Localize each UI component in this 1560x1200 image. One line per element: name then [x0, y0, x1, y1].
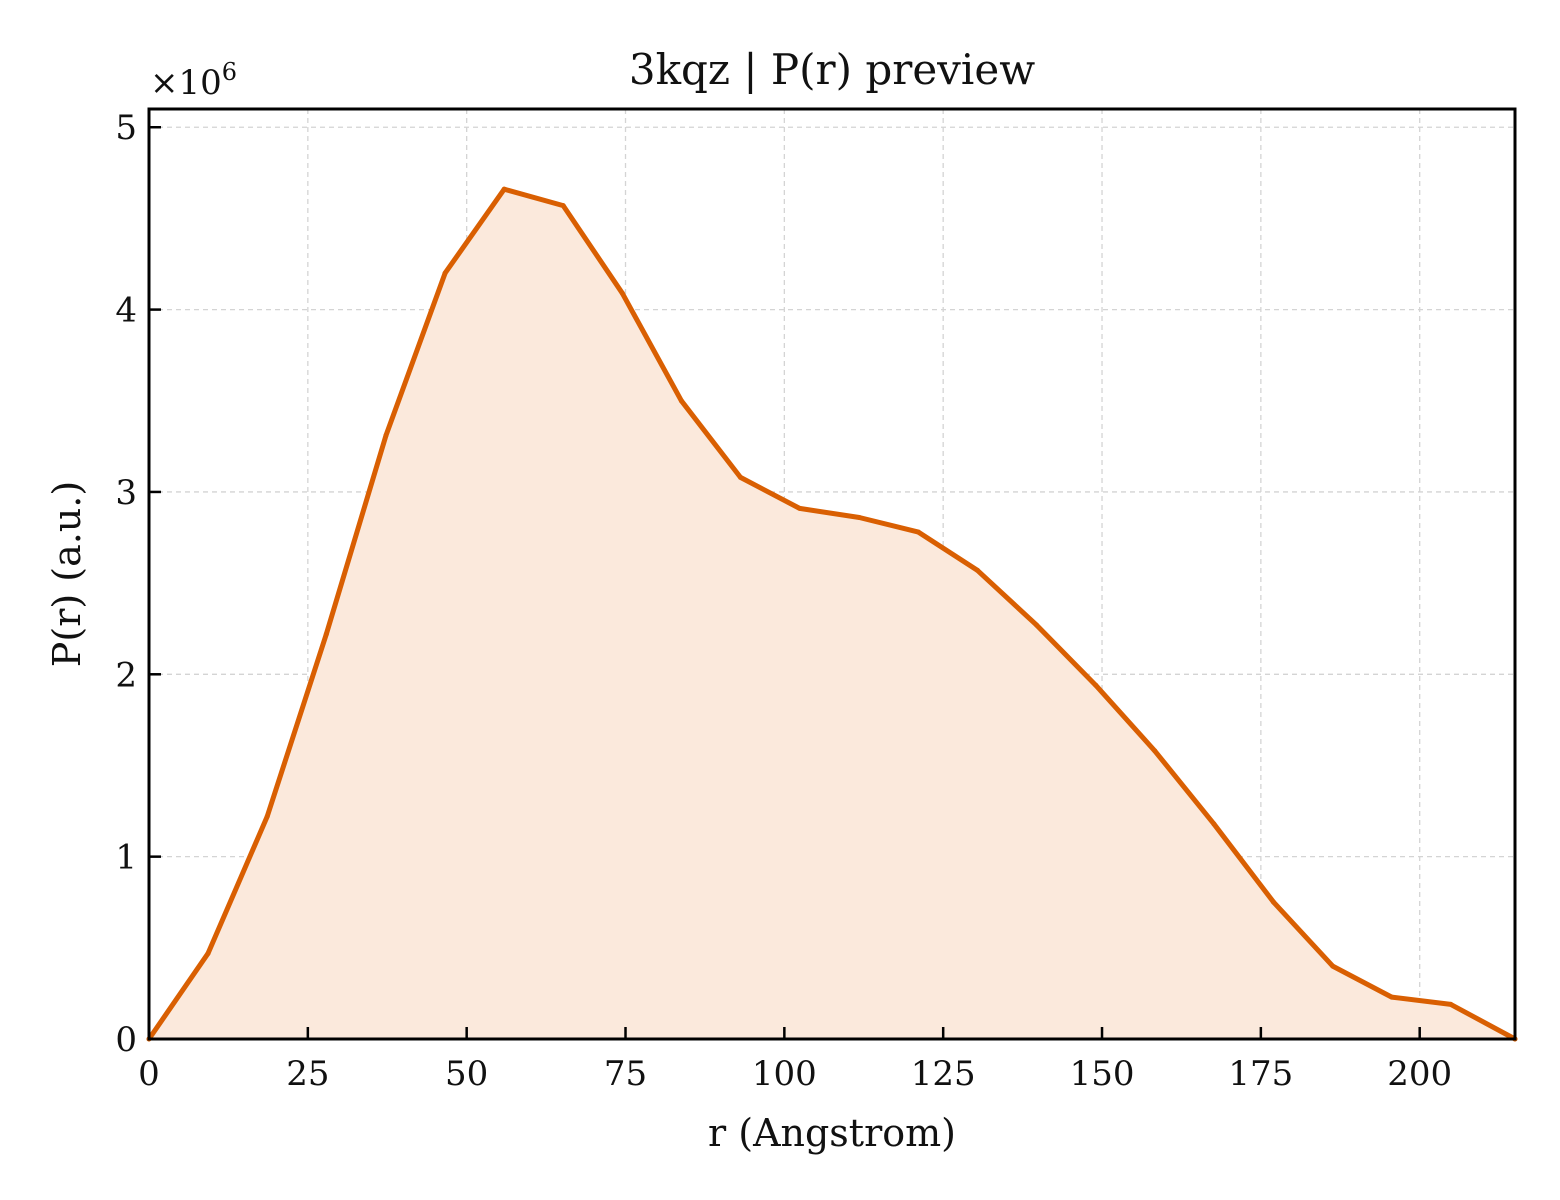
data-point-18: [1211, 821, 1217, 827]
data-point-5: [442, 270, 448, 276]
data-point-22: [1448, 1001, 1454, 1007]
chart-title: 3kqz | P(r) preview: [629, 45, 1035, 94]
y-tick-label-2: 2: [115, 655, 137, 695]
data-point-13: [915, 529, 921, 535]
y-multiplier-base: ×10: [150, 63, 222, 103]
x-tick-label-7: 175: [1228, 1054, 1293, 1094]
data-point-3: [323, 631, 329, 637]
data-point-19: [1271, 899, 1277, 905]
x-tick-label-0: 0: [138, 1054, 160, 1094]
y-tick-label-4: 4: [115, 291, 137, 331]
data-point-21: [1389, 994, 1395, 1000]
data-point-14: [975, 567, 980, 573]
data-point-4: [383, 432, 389, 438]
data-point-9: [678, 398, 684, 404]
y-axis-multiplier: ×106: [150, 58, 237, 103]
data-point-2: [264, 814, 270, 819]
y-axis-title: P(r) (a.u.): [45, 481, 89, 667]
data-point-8: [619, 290, 625, 296]
x-tick-label-8: 200: [1387, 1054, 1452, 1094]
pr-series-line: [146, 186, 1518, 1042]
data-point-11: [797, 505, 803, 511]
x-tick-label-4: 100: [752, 1054, 817, 1094]
data-point-1: [205, 950, 211, 956]
x-tick-label-3: 75: [604, 1054, 647, 1094]
x-axis-title: r (Angstrom): [708, 1111, 956, 1155]
data-point-17: [1152, 748, 1158, 754]
data-point-16: [1093, 682, 1099, 688]
y-tick-label-5: 5: [115, 108, 137, 148]
plot-frame: [147, 107, 1517, 1041]
x-tick-label-1: 25: [286, 1054, 329, 1094]
pr-area-fill: [149, 189, 1515, 1039]
y-axis-ticks: 0 1 2 3 4 5: [115, 108, 161, 1060]
data-point-20: [1330, 963, 1336, 969]
data-point-6: [501, 186, 507, 192]
data-point-10: [738, 474, 743, 480]
data-point-12: [856, 515, 862, 520]
data-point-15: [1034, 622, 1040, 628]
x-tick-label-2: 50: [445, 1054, 488, 1094]
y-tick-label-0: 0: [115, 1020, 137, 1060]
x-tick-label-5: 125: [911, 1054, 976, 1094]
data-point-7: [560, 203, 566, 209]
y-multiplier-exponent: 6: [222, 58, 237, 86]
y-tick-label-1: 1: [115, 838, 137, 878]
x-axis-ticks: 0 25 50 75 100 125 150 175 200: [138, 1027, 1452, 1094]
x-tick-label-6: 150: [1070, 1054, 1135, 1094]
y-tick-label-3: 3: [115, 473, 137, 513]
